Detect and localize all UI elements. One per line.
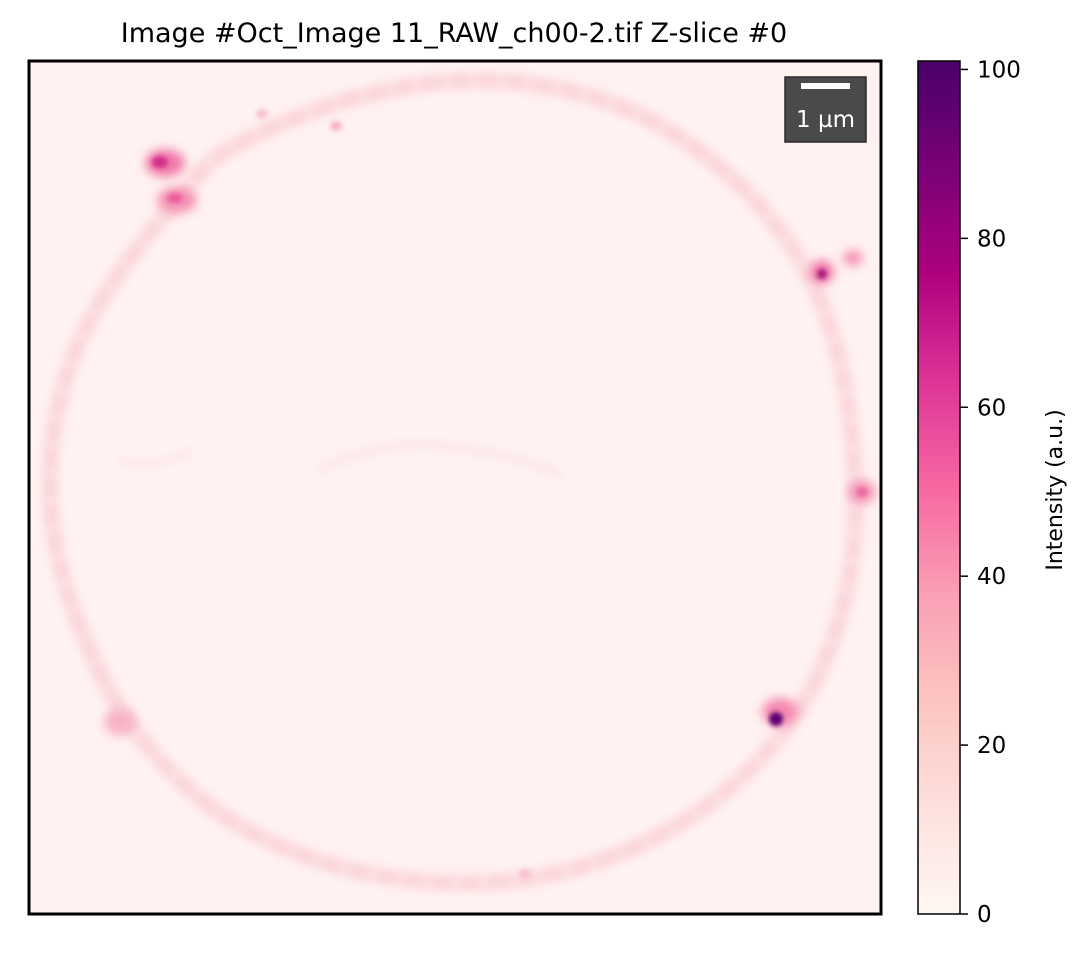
membrane-ring	[40, 71, 865, 893]
colorbar-ticks: 0 20 40 60 80 100	[960, 57, 1021, 928]
colorbar-frame	[917, 60, 961, 915]
microscopy-image: 1 µm	[29, 61, 881, 914]
colorbar-tick-label: 80	[977, 226, 1006, 252]
colorbar-tick-label: 40	[977, 564, 1006, 590]
punctum-lower-left	[104, 708, 136, 736]
bright-puncta	[104, 109, 876, 879]
colorbar-tick-label: 100	[977, 57, 1021, 83]
scale-bar: 1 µm	[784, 76, 867, 143]
colorbar-tick-label: 20	[977, 733, 1006, 759]
figure-title: Image #Oct_Image 11_RAW_ch00-2.tif Z-sli…	[120, 18, 788, 49]
colorbar-tick-label: 0	[977, 902, 992, 928]
colorbar-tick-label: 60	[977, 395, 1006, 421]
scale-bar-line	[801, 83, 850, 89]
image-frame	[27, 59, 883, 916]
colorbar: 0 20 40 60 80 100 Intensity (a.u.)	[917, 57, 1068, 928]
interior-faint-structure	[119, 440, 562, 479]
colorbar-gradient	[918, 61, 960, 914]
colorbar-label: Intensity (a.u.)	[1043, 409, 1068, 570]
scale-bar-label: 1 µm	[796, 107, 855, 133]
